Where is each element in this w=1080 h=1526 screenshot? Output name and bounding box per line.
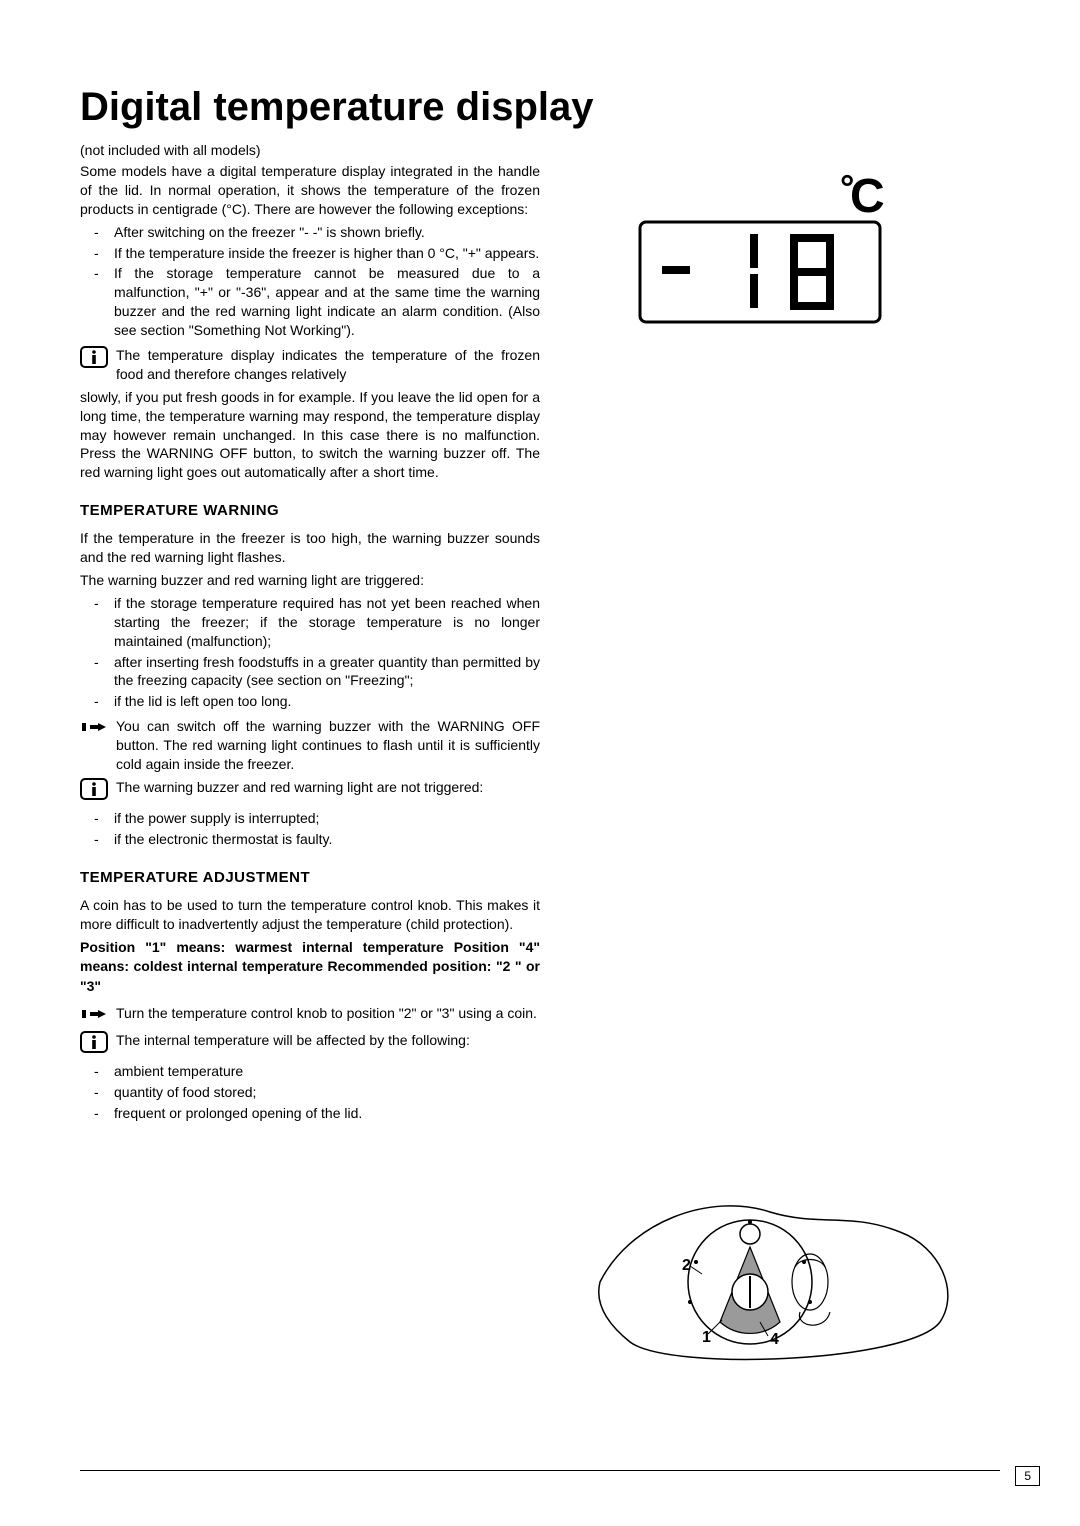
hand-icon <box>80 717 110 774</box>
list-item: after inserting fresh foodstuffs in a gr… <box>100 653 540 691</box>
warning-p1: If the temperature in the freezer is too… <box>80 529 540 567</box>
svg-text:C: C <box>850 170 885 223</box>
intro-paragraph: Some models have a digital temperature d… <box>80 162 540 219</box>
subtitle: (not included with all models) <box>80 142 540 158</box>
knob-figure: 1 2 4 <box>590 1162 970 1387</box>
page-root: Digital temperature display (not include… <box>0 0 1080 1526</box>
footer-rule <box>80 1470 1000 1471</box>
hand-text: You can switch off the warning buzzer wi… <box>116 717 540 774</box>
two-column-layout: (not included with all models) Some mode… <box>80 142 1000 1129</box>
list-item: quantity of food stored; <box>100 1083 540 1102</box>
list-item: ambient temperature <box>100 1062 540 1081</box>
page-title: Digital temperature display <box>80 85 1000 130</box>
list-item: If the storage temperature cannot be mea… <box>100 264 540 340</box>
adjust-bullets: ambient temperature quantity of food sto… <box>80 1062 540 1123</box>
warning-bullets-1: if the storage temperature required has … <box>80 594 540 711</box>
info-text: The internal temperature will be affecte… <box>116 1031 540 1058</box>
intro-bullet-list: After switching on the freezer "- -" is … <box>80 223 540 340</box>
info-icon <box>80 1031 108 1058</box>
info-text: The warning buzzer and red warning light… <box>116 778 540 805</box>
list-item: If the temperature inside the freezer is… <box>100 244 540 263</box>
info-icon <box>80 778 108 805</box>
hand-note-warning: You can switch off the warning buzzer wi… <box>80 717 540 774</box>
right-column: ° C <box>580 142 1000 1129</box>
list-item: frequent or prolonged opening of the lid… <box>100 1104 540 1123</box>
info-icon <box>80 346 108 384</box>
list-item: After switching on the freezer "- -" is … <box>100 223 540 242</box>
list-item: if the lid is left open too long. <box>100 692 540 711</box>
page-number: 5 <box>1015 1466 1040 1486</box>
digital-display-figure: ° C <box>580 162 1000 347</box>
info-text: The temperature display indicates the te… <box>116 346 540 384</box>
adjust-p1: A coin has to be used to turn the temper… <box>80 896 540 934</box>
list-item: if the electronic thermostat is faulty. <box>100 830 540 849</box>
info-note-2: The warning buzzer and red warning light… <box>80 778 540 805</box>
warning-bullets-2: if the power supply is interrupted; if t… <box>80 809 540 849</box>
info-note-adjust: The internal temperature will be affecte… <box>80 1031 540 1058</box>
warning-p2: The warning buzzer and red warning light… <box>80 571 540 590</box>
list-item: if the storage temperature required has … <box>100 594 540 651</box>
knob-label-4: 4 <box>770 1331 779 1348</box>
section-heading-adjust: TEMPERATURE ADJUSTMENT <box>80 869 540 886</box>
info-continuation: slowly, if you put fresh goods in for ex… <box>80 388 540 482</box>
list-item: if the power supply is interrupted; <box>100 809 540 828</box>
section-heading-warning: TEMPERATURE WARNING <box>80 502 540 519</box>
hand-icon <box>80 1004 110 1027</box>
left-column: (not included with all models) Some mode… <box>80 142 540 1129</box>
knob-label-2: 2 <box>682 1257 691 1274</box>
hand-text: Turn the temperature control knob to pos… <box>116 1004 540 1027</box>
hand-note-adjust: Turn the temperature control knob to pos… <box>80 1004 540 1027</box>
adjust-bold: Position "1" means: warmest internal tem… <box>80 938 540 997</box>
knob-label-1: 1 <box>702 1329 711 1346</box>
info-note-1: The temperature display indicates the te… <box>80 346 540 384</box>
